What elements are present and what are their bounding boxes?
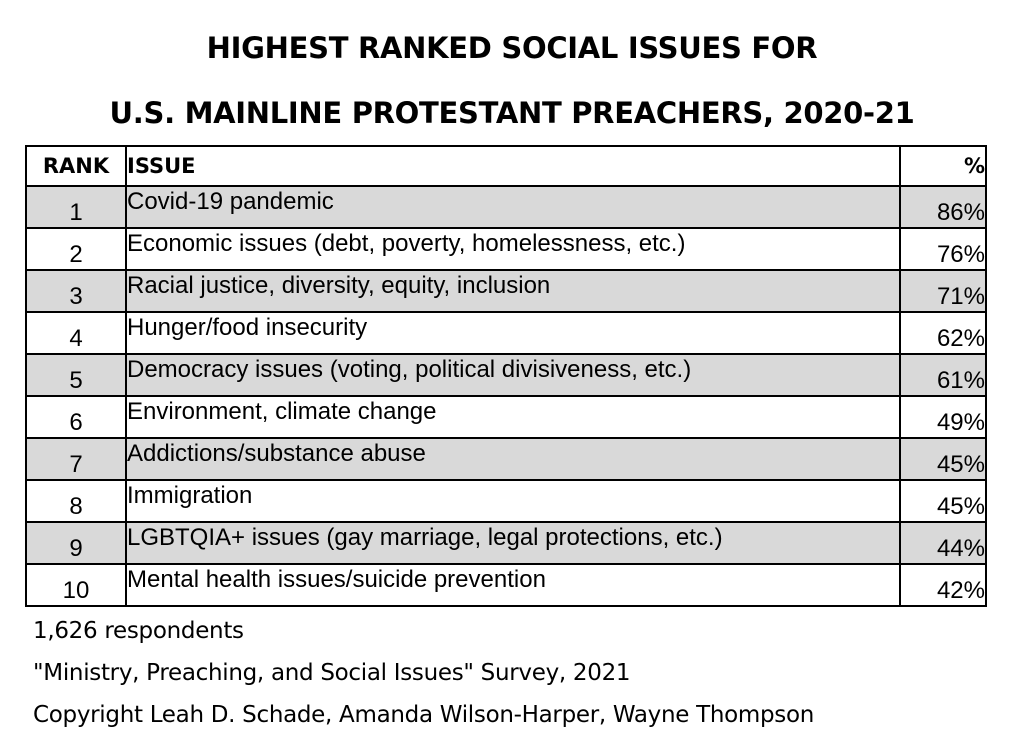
table-row: 2 Economic issues (debt, poverty, homeles…: [25, 227, 987, 271]
issue-cell: Immigration: [125, 479, 901, 523]
issue-cell: Racial justice, diversity, equity, inclu…: [125, 269, 901, 313]
issue-cell: Addictions/substance abuse: [125, 437, 901, 481]
issue-cell: Mental health issues/suicide prevention: [125, 563, 901, 607]
table-row: 10 Mental health issues/suicide preventio…: [25, 563, 987, 607]
chart-title-line-1: HIGHEST RANKED SOCIAL ISSUES FOR: [206, 31, 818, 65]
table-row: 6 Environment, climate change 49%: [25, 395, 987, 439]
table-row: 1 Covid-19 pandemic 86%: [25, 185, 987, 229]
table-row: 3 Racial justice, diversity, equity, incl…: [25, 269, 987, 313]
table-row: 7 Addictions/substance abuse 45%: [25, 437, 987, 481]
rank-cell: 3: [25, 269, 127, 313]
table-header-row: RANK ISSUE %: [25, 145, 987, 187]
rank-cell: 6: [25, 395, 127, 439]
issue-cell: Democracy issues (voting, political divi…: [125, 353, 901, 397]
percent-cell: 71%: [899, 269, 987, 313]
rank-cell: 4: [25, 311, 127, 355]
ranking-table: RANK ISSUE % 1 Covid-19 pandemic 86% 2 Econo…: [25, 145, 987, 607]
header-rank: RANK: [25, 145, 127, 187]
percent-cell: 45%: [899, 479, 987, 523]
percent-cell: 62%: [899, 311, 987, 355]
copyright-note: Copyright Leah D. Schade, Amanda Wilson-…: [33, 702, 815, 728]
rank-cell: 5: [25, 353, 127, 397]
rank-cell: 1: [25, 185, 127, 229]
header-issue: ISSUE: [125, 145, 901, 187]
percent-cell: 76%: [899, 227, 987, 271]
percent-cell: 44%: [899, 521, 987, 565]
percent-cell: 49%: [899, 395, 987, 439]
issue-cell: Environment, climate change: [125, 395, 901, 439]
rank-cell: 10: [25, 563, 127, 607]
rank-cell: 8: [25, 479, 127, 523]
rank-cell: 2: [25, 227, 127, 271]
rank-cell: 7: [25, 437, 127, 481]
issue-cell: Covid-19 pandemic: [125, 185, 901, 229]
chart-title-line-2: U.S. MAINLINE PROTESTANT PREACHERS, 2020…: [109, 96, 915, 130]
issue-cell: Hunger/food insecurity: [125, 311, 901, 355]
percent-cell: 42%: [899, 563, 987, 607]
issue-cell: LGBTQIA+ issues (gay marriage, legal pro…: [125, 521, 901, 565]
percent-cell: 86%: [899, 185, 987, 229]
respondents-note: 1,626 respondents: [33, 618, 244, 644]
survey-source-note: "Ministry, Preaching, and Social Issues"…: [33, 660, 631, 686]
table-row: 4 Hunger/food insecurity 62%: [25, 311, 987, 355]
percent-cell: 45%: [899, 437, 987, 481]
header-percent: %: [899, 145, 987, 187]
issue-cell: Economic issues (debt, poverty, homeless…: [125, 227, 901, 271]
table-row: 5 Democracy issues (voting, political div…: [25, 353, 987, 397]
table-body: 1 Covid-19 pandemic 86% 2 Economic issues (d…: [25, 185, 987, 607]
table-row: 8 Immigration 45%: [25, 479, 987, 523]
table-row: 9 LGBTQIA+ issues (gay marriage, legal pr…: [25, 521, 987, 565]
percent-cell: 61%: [899, 353, 987, 397]
rank-cell: 9: [25, 521, 127, 565]
